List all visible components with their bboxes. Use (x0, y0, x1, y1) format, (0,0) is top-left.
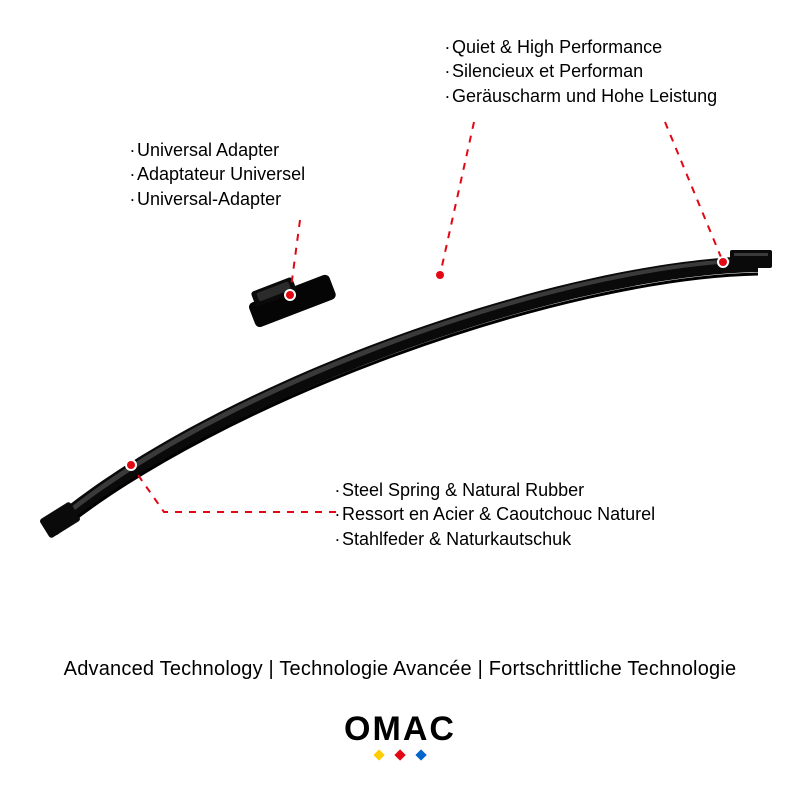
callout-text: Universal Adapter (137, 140, 279, 160)
brand-logo-diamonds (344, 751, 456, 762)
callout-text: Geräuscharm und Hohe Leistung (452, 86, 717, 106)
callout-text: Steel Spring & Natural Rubber (342, 480, 584, 500)
callout-text: Quiet & High Performance (452, 37, 662, 57)
leader-material (131, 465, 336, 512)
callout-performance: ∙Quiet & High Performance ∙Silencieux et… (445, 35, 717, 108)
callout-text: Universal-Adapter (137, 189, 281, 209)
callout-adapter: ∙Universal Adapter ∙Adaptateur Universel… (130, 138, 305, 211)
leader-perf-right (665, 122, 723, 262)
callout-text: Silencieux et Performan (452, 61, 643, 81)
diamond-icon (415, 749, 426, 760)
leader-adapter (290, 220, 300, 295)
callout-text: Stahlfeder & Naturkautschuk (342, 529, 571, 549)
callout-text: Ressort en Acier & Caoutchouc Naturel (342, 504, 655, 524)
leader-dot (126, 460, 136, 470)
leader-dot (718, 257, 728, 267)
leader-perf-left (440, 122, 474, 275)
tagline-text: Advanced Technology | Technologie Avancé… (64, 658, 737, 680)
brand-logo-text: OMAC (344, 710, 456, 749)
leader-dot (435, 270, 445, 280)
diamond-icon (394, 749, 405, 760)
callout-material: ∙Steel Spring & Natural Rubber ∙Ressort … (335, 478, 655, 551)
callout-text: Adaptateur Universel (137, 164, 305, 184)
tagline: Advanced Technology | Technologie Avancé… (0, 658, 800, 681)
brand-logo: OMAC (344, 710, 456, 762)
leader-dot (285, 290, 295, 300)
diamond-icon (374, 749, 385, 760)
